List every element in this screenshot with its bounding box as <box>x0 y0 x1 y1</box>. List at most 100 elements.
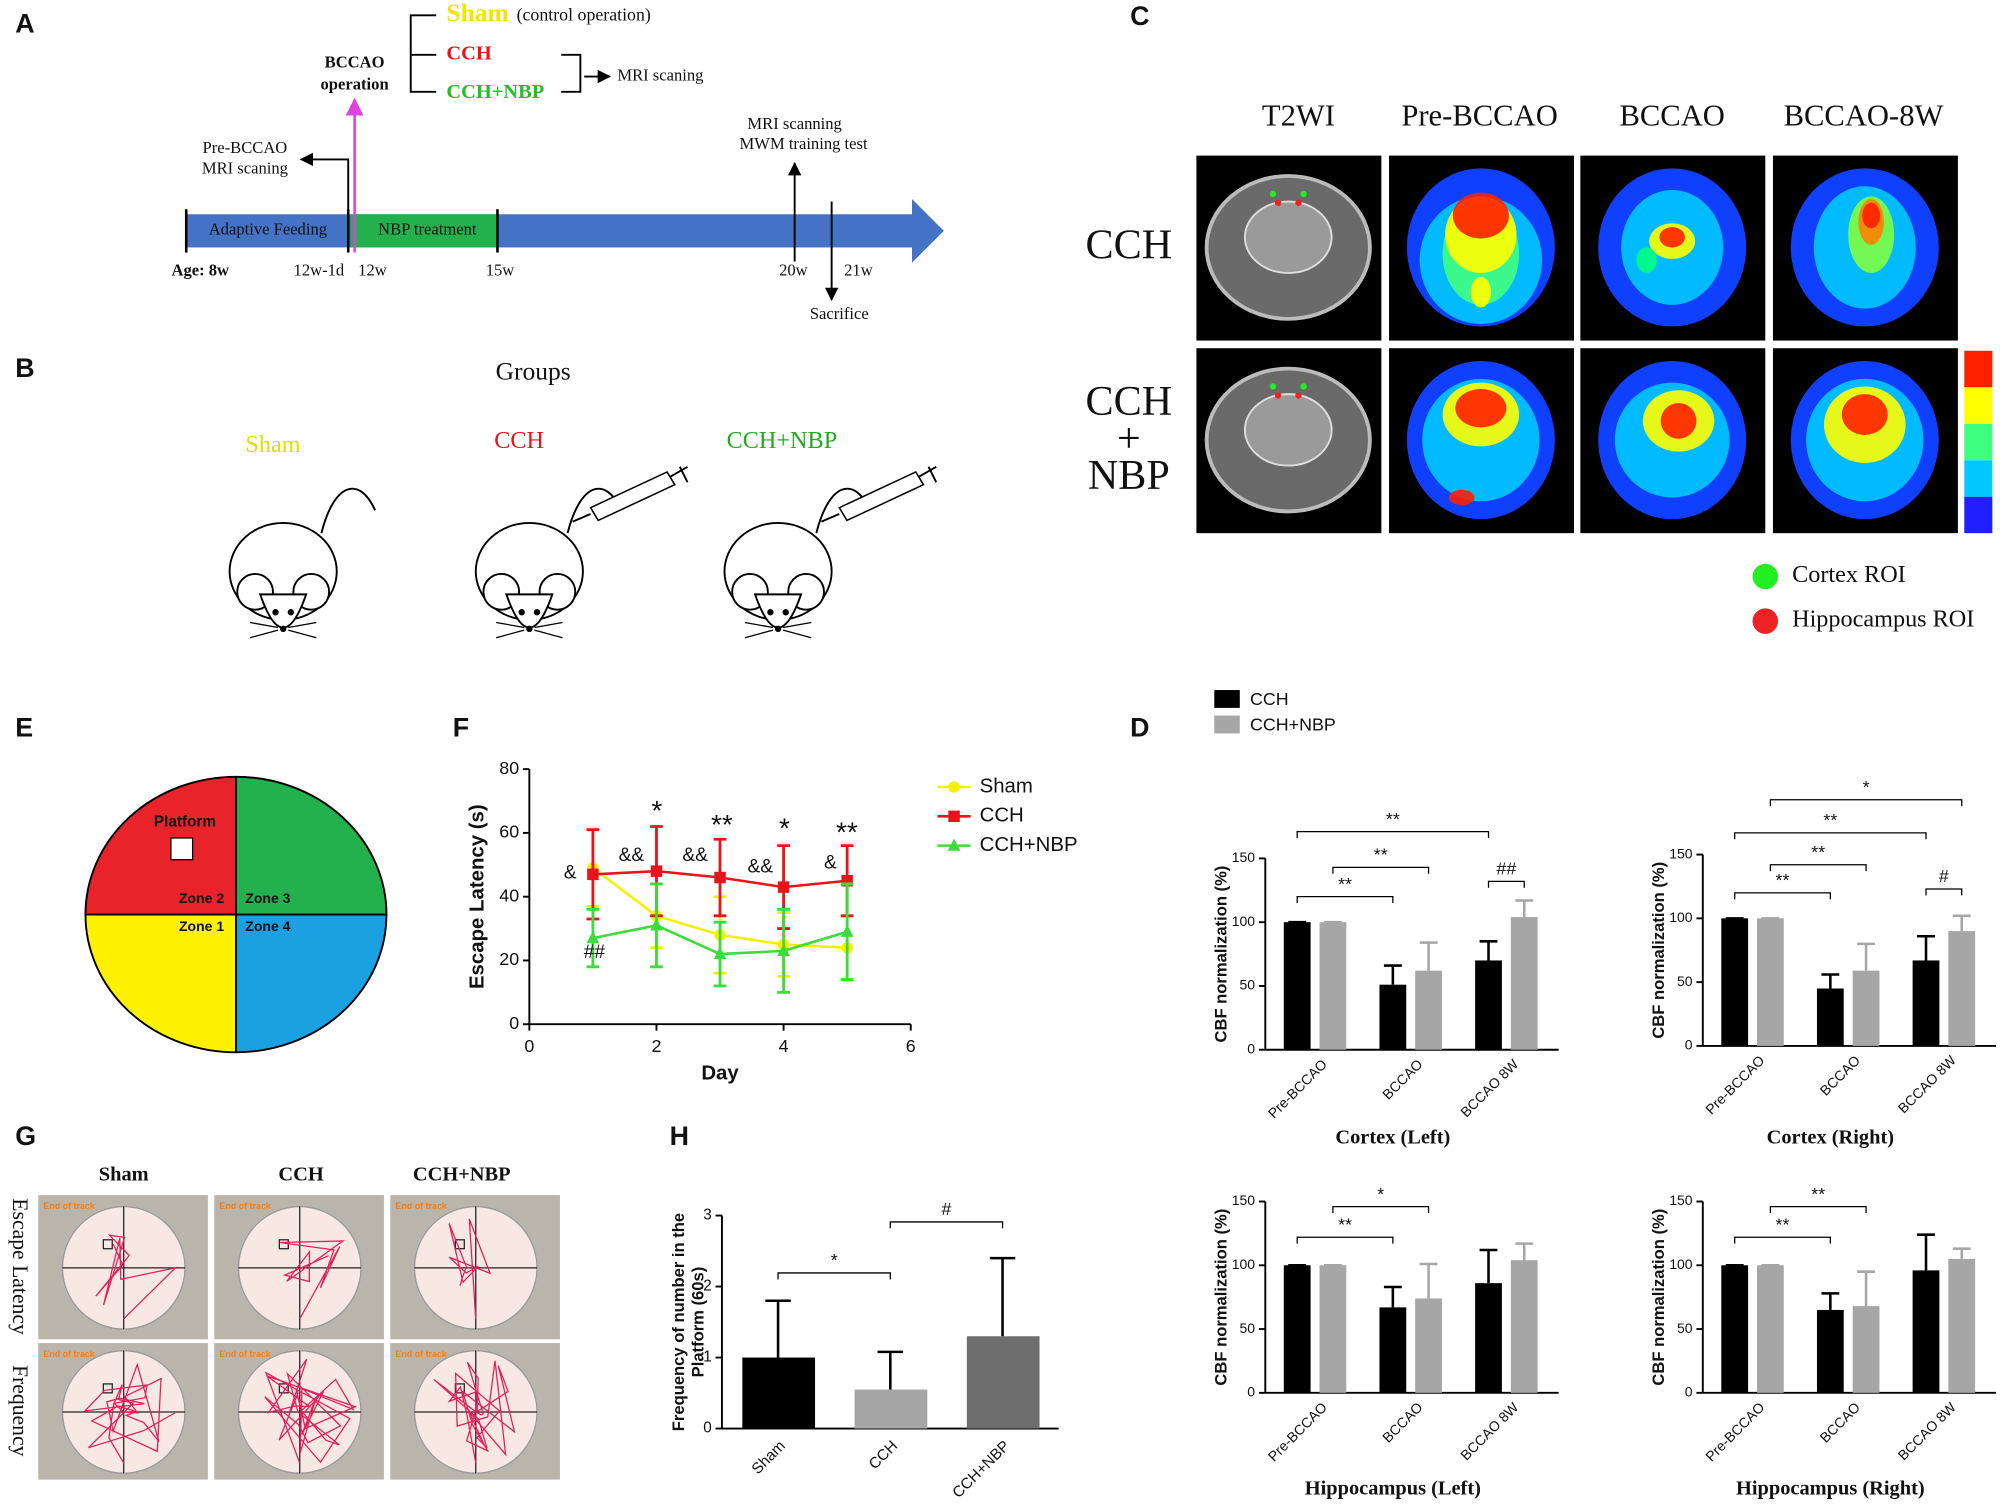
bar <box>1379 1307 1407 1393</box>
significance-label: ** <box>1338 874 1352 894</box>
perfusion-region <box>1636 247 1657 273</box>
x-tick-label: BCCAO 8W <box>1895 1398 1960 1463</box>
x-axis-label: Cortex (Left) <box>1335 1127 1450 1149</box>
significance-bracket <box>1296 1236 1394 1244</box>
bar <box>1912 1270 1940 1393</box>
bar <box>1721 918 1749 1046</box>
significance-bracket <box>1296 830 1490 839</box>
y-tick-label: 100 <box>1669 1256 1693 1272</box>
bar <box>1816 988 1844 1046</box>
brain-core <box>1243 200 1333 274</box>
mouse-whiskers <box>249 621 317 639</box>
y-tick-label: 150 <box>1669 845 1693 861</box>
point <box>841 874 853 887</box>
panel-a: Sham (control operation) CCH CCH+NBP BCC… <box>171 0 944 323</box>
significance-bracket <box>1925 888 1963 896</box>
bar <box>742 1357 816 1429</box>
panel-g: Sham CCH CCH+NBP Escape Latency Frequenc… <box>8 1164 560 1480</box>
annotation: & <box>564 863 577 884</box>
mouse-eye <box>767 609 774 616</box>
significance-label: ** <box>1811 1184 1825 1204</box>
legend-marker <box>948 810 960 823</box>
platform <box>102 1239 113 1250</box>
mouse-tail <box>320 487 376 534</box>
platform <box>454 1383 465 1394</box>
event-label: MRI scaning <box>617 65 703 84</box>
group-label: CCH+NBP <box>727 427 838 454</box>
mouse-nose <box>526 625 533 633</box>
x-tick-label: BCCAO 8W <box>1895 1052 1960 1117</box>
significance-label: ** <box>1386 809 1400 829</box>
x-tick-label: BCCAO 8W <box>1457 1055 1522 1120</box>
track-label: End of track <box>395 1349 447 1359</box>
legend-label: Cortex ROI <box>1792 561 1906 588</box>
chart: 0 50 100 150 Pre-BCCAO BCCAO BCCAO 8W CBF norma… <box>1211 809 1559 1149</box>
track-label: End of track <box>395 1201 447 1211</box>
annotation: * <box>651 795 662 826</box>
annotation: && <box>619 845 645 866</box>
age-label: 15w <box>486 260 515 279</box>
column-header: BCCAO <box>1619 99 1724 133</box>
error-bar <box>1857 1270 1875 1307</box>
group-bracket <box>299 14 839 302</box>
chart: 0 20 40 60 80 0 2 4 6 Day Escape Latency (s) Sham CC… <box>467 758 1078 1085</box>
annotation: & <box>824 853 837 874</box>
event-label: Pre-BCCAO <box>203 138 288 157</box>
perfusion-region <box>1448 489 1475 506</box>
significance-label: ** <box>1776 1214 1790 1234</box>
significance-label: ** <box>1823 810 1837 830</box>
legend-swatch <box>1752 563 1779 590</box>
error-bar <box>877 1350 904 1390</box>
significance-bracket <box>1332 866 1430 874</box>
error-bar <box>1821 1292 1840 1310</box>
swim-track <box>433 1360 516 1464</box>
y-tick-label: 150 <box>1232 1192 1256 1208</box>
annotation: && <box>682 845 708 866</box>
legend-label: CCH+NBP <box>1250 714 1336 734</box>
significance-label: * <box>1377 1184 1384 1204</box>
legend-label: Sham <box>980 775 1033 797</box>
zone-label: Zone 4 <box>245 918 290 934</box>
swim-track <box>264 1358 357 1464</box>
significance-bracket <box>777 1272 891 1280</box>
y-tick-label: 80 <box>499 758 519 778</box>
platform <box>170 837 194 861</box>
group-label: Sham <box>446 0 508 27</box>
x-tick-label: BCCAO <box>1817 1052 1864 1099</box>
roi <box>1295 392 1302 399</box>
x-tick-label: CCH+NBP <box>949 1438 1013 1502</box>
error-bar <box>1383 964 1402 985</box>
bar <box>1852 1306 1880 1393</box>
significance-bracket <box>1734 1236 1831 1244</box>
colorbar <box>1964 350 1993 388</box>
significance-bracket <box>1769 1205 1867 1213</box>
mouse-head <box>505 593 554 629</box>
y-tick-label: 0 <box>703 1420 712 1437</box>
mouse-eye <box>782 609 789 616</box>
age-label: Age: 8w <box>171 260 229 279</box>
platform <box>278 1383 289 1394</box>
bar <box>1379 984 1407 1050</box>
mouse-whiskers <box>496 621 563 639</box>
bar <box>1415 970 1442 1050</box>
significance-label: * <box>1863 777 1870 797</box>
panel-title: Groups <box>496 357 571 386</box>
error-bar <box>1821 973 1840 989</box>
x-axis-label: Hippocampus (Left) <box>1305 1477 1481 1499</box>
significance-bracket <box>1332 1205 1430 1213</box>
significance-label: # <box>1939 866 1949 886</box>
x-axis-label: Day <box>701 1062 739 1084</box>
x-tick-label: CCH <box>866 1438 901 1473</box>
point <box>650 918 663 931</box>
x-tick-label: BCCAO <box>1379 1399 1426 1446</box>
significance-bracket <box>1296 896 1394 904</box>
row-label: CCH <box>1086 378 1173 425</box>
x-tick-label: BCCAO 8W <box>1457 1398 1522 1463</box>
significance-bracket <box>1487 880 1525 888</box>
roi <box>1274 392 1282 399</box>
panel-e: Platform Zone 1 Zone 2 Zone 3 Zone 4 <box>84 775 388 1054</box>
event-label: MRI scaning <box>202 158 288 177</box>
phase-label: NBP treatment <box>378 220 477 239</box>
age-label: 20w <box>779 260 808 279</box>
significance-label: ** <box>1776 870 1790 890</box>
